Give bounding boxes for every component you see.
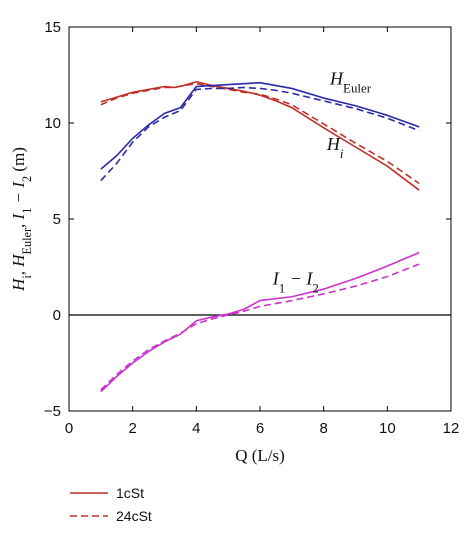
- y-tick-label: 15: [44, 19, 61, 36]
- annotation-heuler: HEuler: [329, 69, 372, 96]
- series-line-heuler-24cst: [100, 86, 420, 182]
- legend-label-24cst: 24cSt: [116, 508, 152, 524]
- x-tick-label: 8: [319, 420, 327, 437]
- y-tick-label: 10: [44, 115, 61, 132]
- y-axis-title: Hi, HEuler, I1 − I2 (m): [9, 147, 34, 292]
- annotation-i1i2: I1 − I2: [272, 268, 319, 295]
- annotations: HEuler Hi I1 − I2: [272, 69, 372, 295]
- annotation-hi: Hi: [326, 134, 344, 161]
- plot-frame: [68, 26, 452, 412]
- series-line-hi-24cst: [100, 82, 420, 185]
- series-line-i1-i2-24cst: [100, 263, 420, 391]
- x-tick-label: 10: [379, 420, 396, 437]
- series-line-hi-1cst: [100, 80, 420, 191]
- series-line-heuler-1cst: [100, 81, 420, 170]
- x-tick-label: 0: [65, 420, 73, 437]
- x-tick-label: 4: [192, 420, 200, 437]
- series-line-i1-i2-1cst: [100, 251, 420, 393]
- y-tick-label: 0: [53, 307, 61, 324]
- x-axis-title: Q (L/s): [235, 446, 285, 465]
- y-tick-label: 5: [53, 211, 61, 228]
- legend-label-1cst: 1cSt: [116, 485, 144, 501]
- y-tick-label: −5: [44, 403, 61, 420]
- series-layer: [100, 80, 420, 393]
- x-tick-label: 2: [128, 420, 136, 437]
- plot-area: [68, 26, 452, 412]
- x-tick-label: 12: [443, 420, 460, 437]
- legend: 1cSt 24cSt: [70, 485, 152, 524]
- x-tick-label: 6: [256, 420, 264, 437]
